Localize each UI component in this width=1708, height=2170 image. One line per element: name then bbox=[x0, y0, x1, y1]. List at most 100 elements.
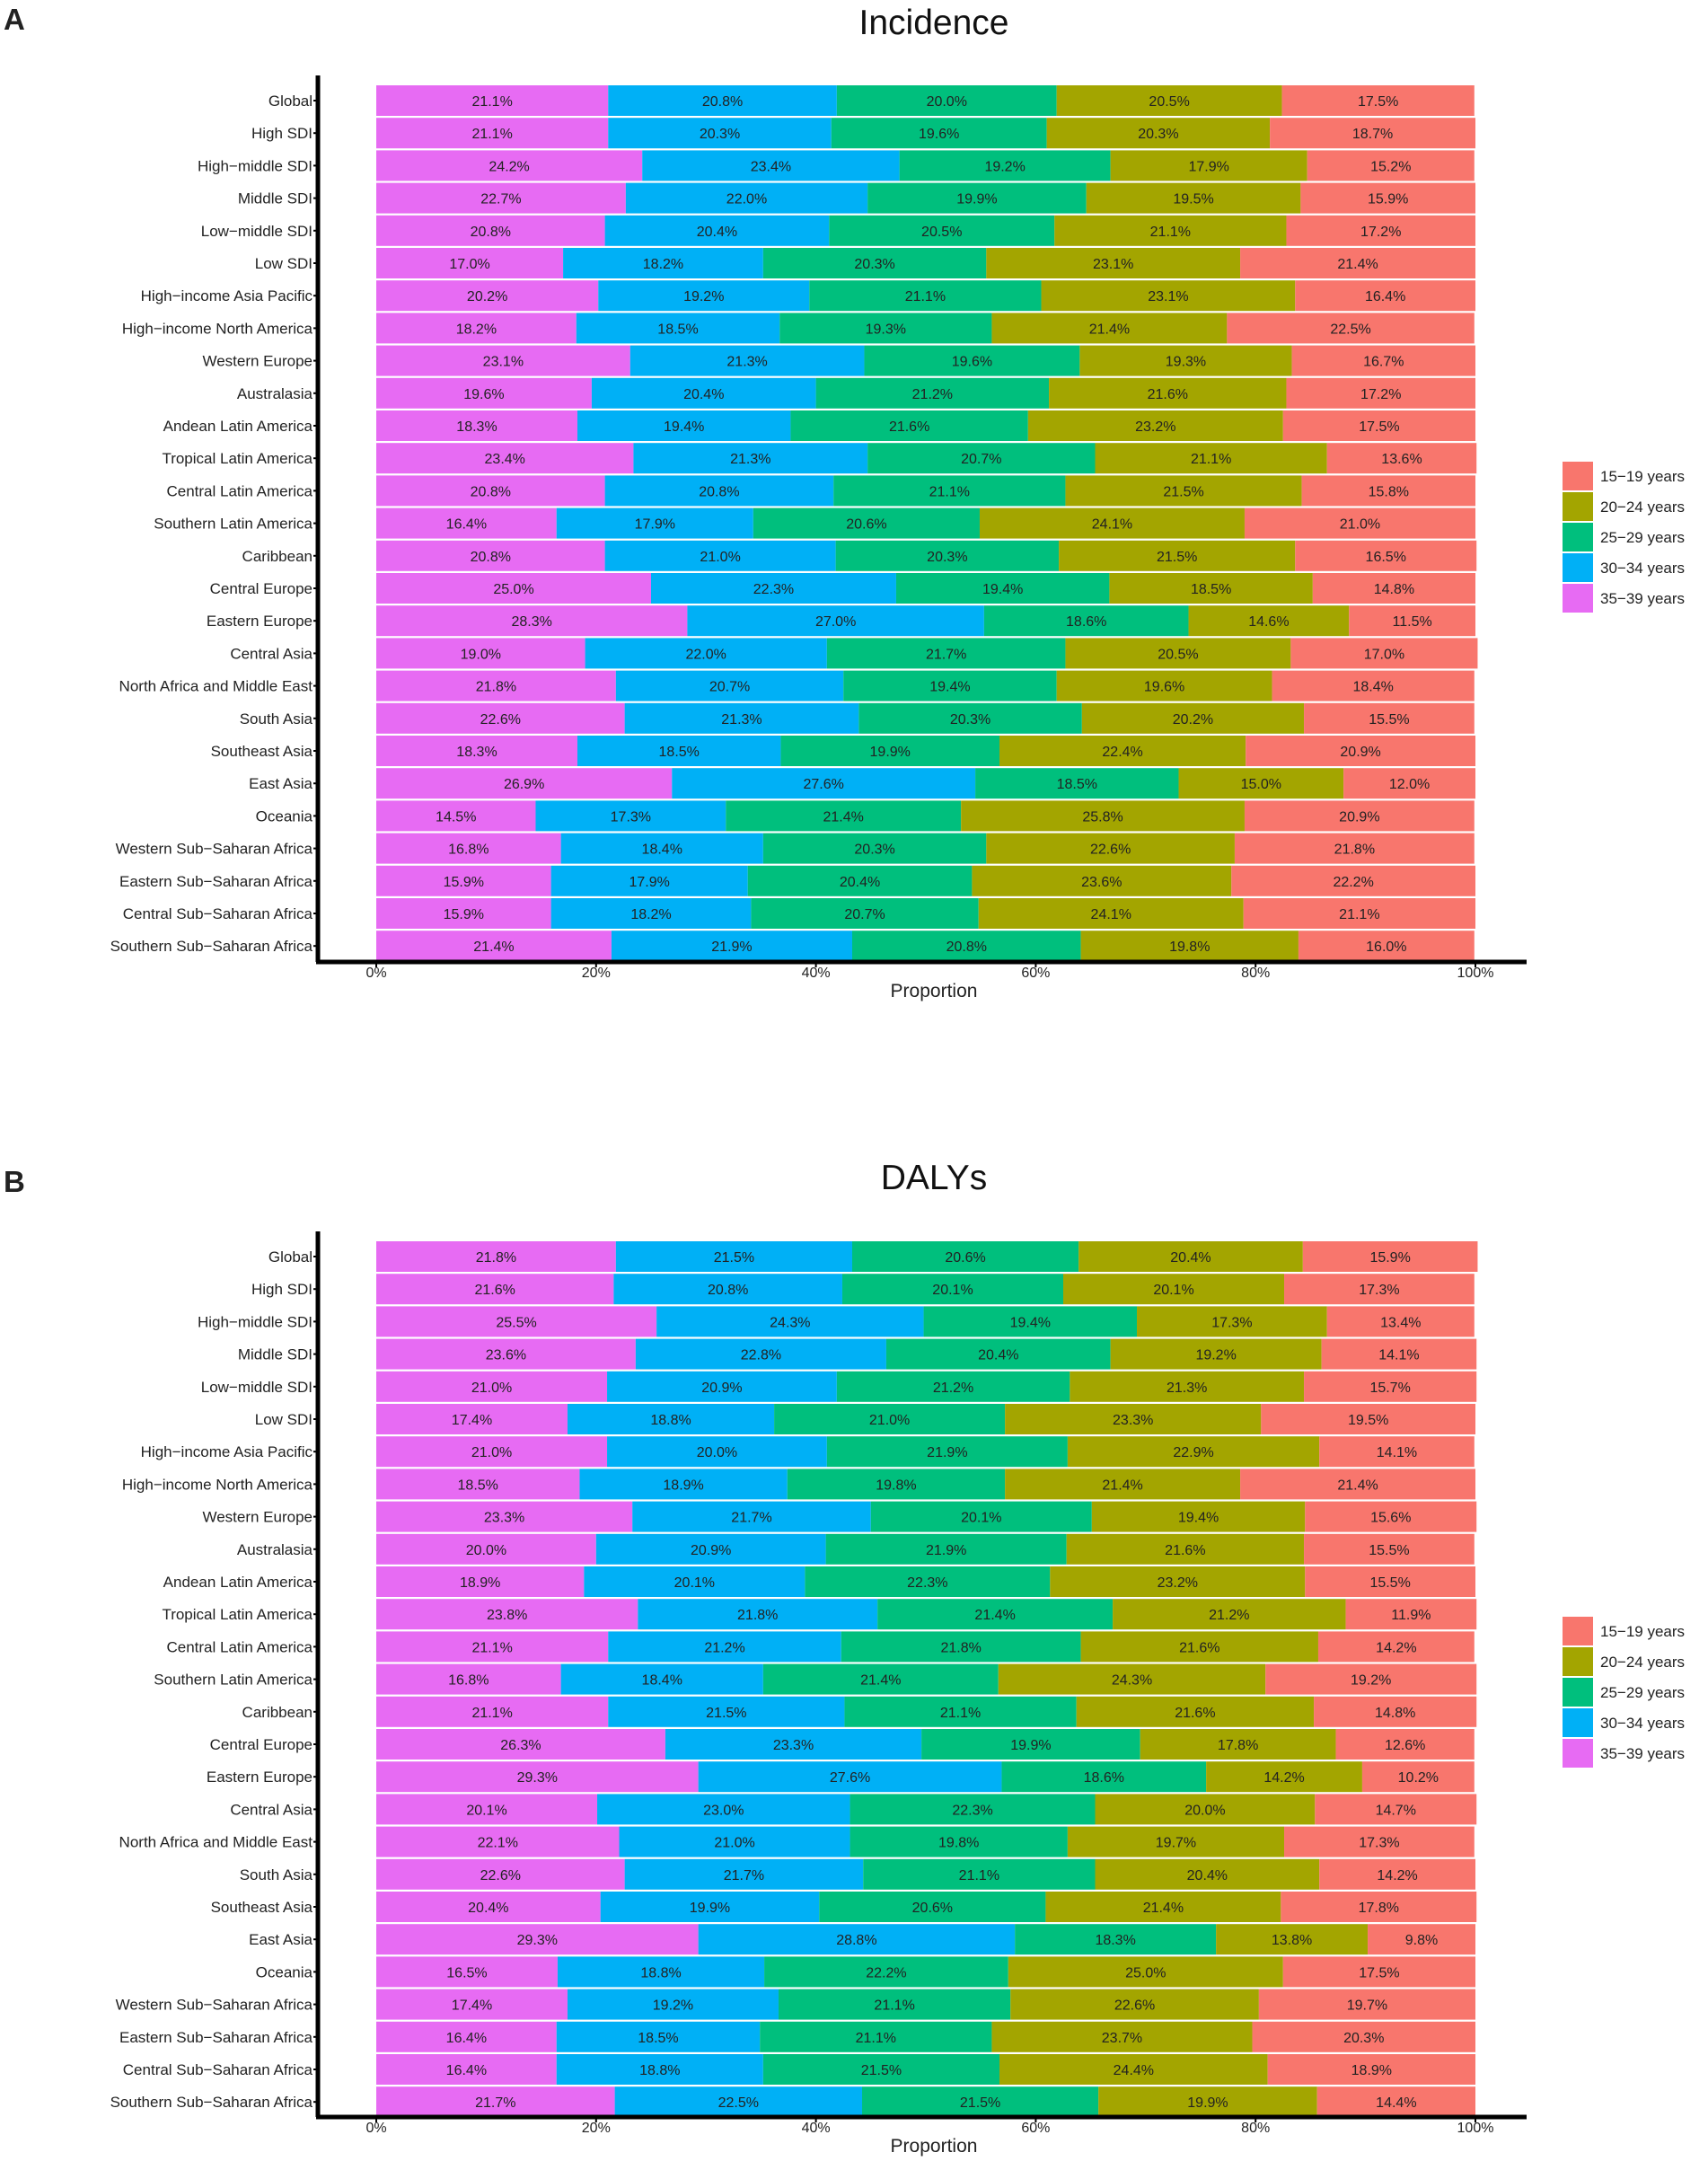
data-label: 23.1% bbox=[483, 355, 524, 370]
data-label: 18.5% bbox=[638, 2031, 678, 2046]
panel-a: A Incidence 21.1% 20.8% 20.0% 20.5% 17.5% Globa… bbox=[4, 3, 1685, 1001]
bar-segment-high-sdi-35-39-years bbox=[376, 118, 609, 149]
data-label: 23.0% bbox=[703, 1803, 744, 1818]
x-tick-label: 40% bbox=[802, 2121, 831, 2136]
data-label: 20.6% bbox=[846, 517, 886, 533]
data-label: 19.2% bbox=[984, 159, 1025, 174]
bar-segment-middle-sdi-25-29-years bbox=[885, 1338, 1111, 1370]
data-label: 18.6% bbox=[1084, 1770, 1124, 1786]
data-label: 23.2% bbox=[1158, 1575, 1198, 1591]
bar-segment-oceania-20-24-years bbox=[961, 800, 1245, 832]
x-tick-label: 60% bbox=[1021, 966, 1050, 981]
bar-segment-central-latin-america-15-19-years bbox=[1317, 1631, 1475, 1663]
bar-segment-global-35-39-years bbox=[376, 85, 609, 116]
bar-segment-western-europe-15-19-years bbox=[1291, 345, 1475, 376]
data-label: 16.8% bbox=[448, 1673, 489, 1689]
x-tick-label: 100% bbox=[1457, 2121, 1494, 2136]
bar-segment-central-asia-20-24-years bbox=[1095, 1794, 1316, 1825]
category-label: High−middle SDI bbox=[198, 1313, 313, 1330]
bar-segment-central-sub-saharan-africa-35-39-years bbox=[376, 898, 551, 929]
bar-segment-central-asia-35-39-years bbox=[376, 1794, 598, 1825]
legend-label: 30−34 years bbox=[1600, 1715, 1685, 1732]
bar-segment-australasia-15-19-years bbox=[1286, 377, 1475, 409]
data-label: 22.5% bbox=[718, 2095, 759, 2111]
data-label: 18.4% bbox=[1352, 680, 1393, 695]
data-label: 15.5% bbox=[1369, 712, 1409, 728]
category-label: Tropical Latin America bbox=[162, 450, 313, 467]
data-label: 17.9% bbox=[629, 875, 669, 890]
bar-segment-high-income-north-america-20-24-years bbox=[991, 313, 1228, 344]
data-label: 21.6% bbox=[475, 1283, 515, 1298]
data-label: 21.7% bbox=[475, 2095, 515, 2111]
bar-segment-central-sub-saharan-africa-35-39-years bbox=[376, 2054, 557, 2085]
data-label: 20.1% bbox=[1153, 1283, 1193, 1298]
data-label: 20.0% bbox=[1184, 1803, 1225, 1818]
data-label: 21.0% bbox=[1340, 517, 1380, 533]
data-label: 24.3% bbox=[770, 1315, 810, 1330]
data-label: 24.2% bbox=[489, 159, 529, 174]
bar-segment-southeast-asia-35-39-years bbox=[376, 736, 577, 766]
data-label: 24.4% bbox=[1114, 2063, 1154, 2078]
bar-segment-andean-latin-america-25-29-years bbox=[790, 410, 1028, 441]
data-label: 23.1% bbox=[1148, 289, 1188, 304]
data-label: 20.8% bbox=[471, 484, 511, 499]
bar-segment-eastern-europe-30-34-years bbox=[698, 1761, 1002, 1793]
bar-segment-middle-sdi-30-34-years bbox=[635, 1338, 886, 1370]
bar-segment-tropical-latin-america-35-39-years bbox=[376, 1599, 638, 1630]
data-label: 13.6% bbox=[1381, 452, 1422, 467]
data-label: 19.9% bbox=[1010, 1738, 1051, 1753]
data-label: 20.3% bbox=[854, 842, 894, 858]
bar-segment-high-sdi-20-24-years bbox=[1046, 118, 1271, 149]
data-label: 18.7% bbox=[1352, 127, 1393, 142]
category-label: Andean Latin America bbox=[163, 418, 313, 435]
data-label: 28.3% bbox=[512, 614, 552, 630]
category-label: Low−middle SDI bbox=[201, 1379, 313, 1396]
data-label: 21.9% bbox=[711, 939, 752, 955]
bar-segment-western-europe-20-24-years bbox=[1091, 1501, 1306, 1532]
data-label: 21.5% bbox=[706, 1706, 746, 1721]
data-label: 21.1% bbox=[940, 1706, 981, 1721]
bar-segment-high-income-asia-pacific-20-24-years bbox=[1067, 1436, 1320, 1468]
bar-segment-eastern-europe-15-19-years bbox=[1361, 1761, 1475, 1793]
bar-segment-global-20-24-years bbox=[1079, 1241, 1303, 1272]
data-label: 21.0% bbox=[869, 1413, 910, 1428]
data-label: 19.4% bbox=[1178, 1511, 1219, 1526]
bar-segment-global-30-34-years bbox=[615, 1241, 852, 1272]
bar-segment-east-asia-30-34-years bbox=[672, 768, 976, 799]
category-label: High−income Asia Pacific bbox=[141, 287, 313, 304]
data-label: 21.1% bbox=[959, 1868, 999, 1883]
bar-segment-north-africa-and-middle-east-25-29-years bbox=[843, 670, 1057, 701]
data-label: 20.4% bbox=[683, 387, 724, 402]
data-label: 20.3% bbox=[950, 712, 990, 728]
data-label: 21.7% bbox=[731, 1511, 771, 1526]
data-label: 19.8% bbox=[938, 1836, 979, 1851]
data-label: 20.4% bbox=[697, 225, 737, 240]
data-label: 20.4% bbox=[1170, 1250, 1211, 1266]
category-label: High−middle SDI bbox=[198, 157, 313, 174]
data-label: 21.2% bbox=[1209, 1608, 1249, 1623]
bar-segment-australasia-20-24-years bbox=[1049, 377, 1287, 409]
data-label: 17.5% bbox=[1359, 1965, 1399, 1980]
data-label: 23.4% bbox=[485, 452, 525, 467]
data-label: 20.7% bbox=[844, 907, 885, 922]
category-label: Caribbean bbox=[242, 548, 313, 565]
data-label: 17.4% bbox=[452, 1998, 492, 2014]
bar-segment-central-latin-america-30-34-years bbox=[608, 1631, 841, 1663]
data-label: 21.5% bbox=[714, 1250, 754, 1266]
data-label: 11.9% bbox=[1391, 1608, 1431, 1623]
bar-segment-middle-sdi-25-29-years bbox=[867, 182, 1087, 214]
data-label: 23.6% bbox=[486, 1348, 526, 1363]
data-label: 15.0% bbox=[1241, 777, 1281, 792]
bar-segment-high-middle-sdi-25-29-years bbox=[923, 1306, 1138, 1337]
data-label: 21.3% bbox=[1167, 1381, 1207, 1396]
category-label: Middle SDI bbox=[238, 190, 313, 207]
data-label: 19.2% bbox=[1351, 1673, 1391, 1689]
bar-segment-caribbean-30-34-years bbox=[608, 1696, 845, 1727]
bar-segment-tropical-latin-america-35-39-years bbox=[376, 443, 634, 474]
data-label: 13.4% bbox=[1380, 1315, 1421, 1330]
bar-segment-low-middle-sdi-25-29-years bbox=[836, 1371, 1070, 1402]
data-label: 21.0% bbox=[471, 1381, 512, 1396]
bar-segment-north-africa-and-middle-east-20-24-years bbox=[1067, 1826, 1285, 1857]
data-label: 20.4% bbox=[468, 1901, 508, 1916]
legend-label: 25−29 years bbox=[1600, 1684, 1685, 1701]
